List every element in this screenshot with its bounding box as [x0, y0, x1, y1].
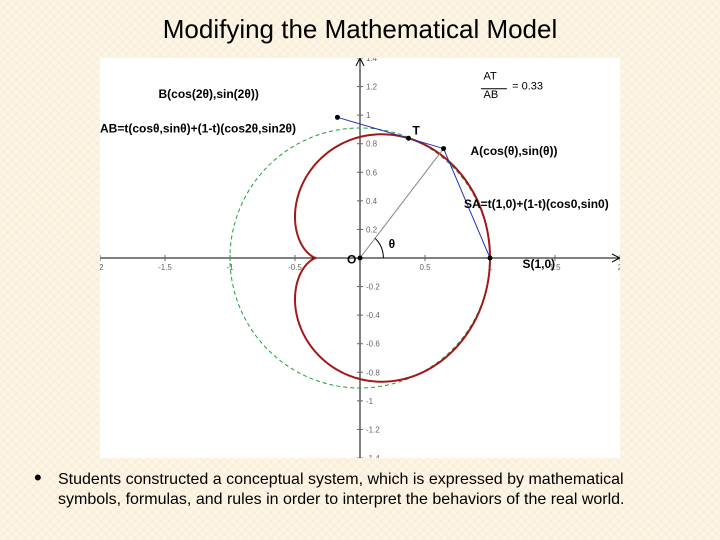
svg-text:T: T: [413, 123, 421, 137]
svg-text:θ: θ: [389, 237, 396, 251]
svg-text:1.2: 1.2: [366, 83, 378, 92]
bullet-item: • Students constructed a conceptual syst…: [34, 470, 686, 510]
svg-text:-1: -1: [366, 397, 374, 406]
svg-text:0.5: 0.5: [419, 263, 431, 272]
svg-text:O: O: [347, 253, 356, 267]
svg-text:AB: AB: [484, 89, 499, 101]
svg-text:A(cos(θ),sin(θ)): A(cos(θ),sin(θ)): [471, 144, 558, 158]
svg-text:-2: -2: [100, 263, 104, 272]
svg-text:-1.2: -1.2: [366, 425, 380, 434]
svg-text:0.2: 0.2: [366, 225, 378, 234]
svg-text:B(cos(2θ),sin(2θ)): B(cos(2θ),sin(2θ)): [159, 87, 259, 101]
svg-text:-0.4: -0.4: [366, 311, 380, 320]
svg-text:AB=t(cosθ,sinθ)+(1-t)(cos2θ,si: AB=t(cosθ,sinθ)+(1-t)(cos2θ,sin2θ): [100, 121, 296, 135]
svg-text:-0.6: -0.6: [366, 340, 380, 349]
chart-container: -2-1.5-1-0.50.511.52-1.4-1.2-1-0.8-0.6-0…: [100, 58, 620, 463]
svg-text:-1.5: -1.5: [158, 263, 172, 272]
svg-text:S(1,0): S(1,0): [523, 257, 556, 271]
parametric-chart: -2-1.5-1-0.50.511.52-1.4-1.2-1-0.8-0.6-0…: [100, 58, 620, 458]
svg-text:-0.5: -0.5: [288, 263, 302, 272]
svg-text:SA=t(1,0)+(1-t)(cos0,sin0): SA=t(1,0)+(1-t)(cos0,sin0): [464, 197, 609, 211]
svg-text:= 0.33: = 0.33: [512, 80, 543, 92]
svg-text:-0.8: -0.8: [366, 368, 380, 377]
svg-text:-1.4: -1.4: [366, 454, 380, 458]
bullet-text: Students constructed a conceptual system…: [58, 470, 686, 510]
svg-text:0.8: 0.8: [366, 140, 378, 149]
svg-text:2: 2: [618, 263, 620, 272]
svg-text:0.6: 0.6: [366, 168, 378, 177]
bullet-marker: •: [34, 470, 42, 486]
svg-text:1.4: 1.4: [366, 58, 378, 63]
svg-text:0.4: 0.4: [366, 197, 378, 206]
svg-text:-0.2: -0.2: [366, 283, 380, 292]
svg-text:1: 1: [366, 111, 371, 120]
svg-text:AT: AT: [484, 70, 498, 82]
page-title: Modifying the Mathematical Model: [0, 0, 720, 45]
